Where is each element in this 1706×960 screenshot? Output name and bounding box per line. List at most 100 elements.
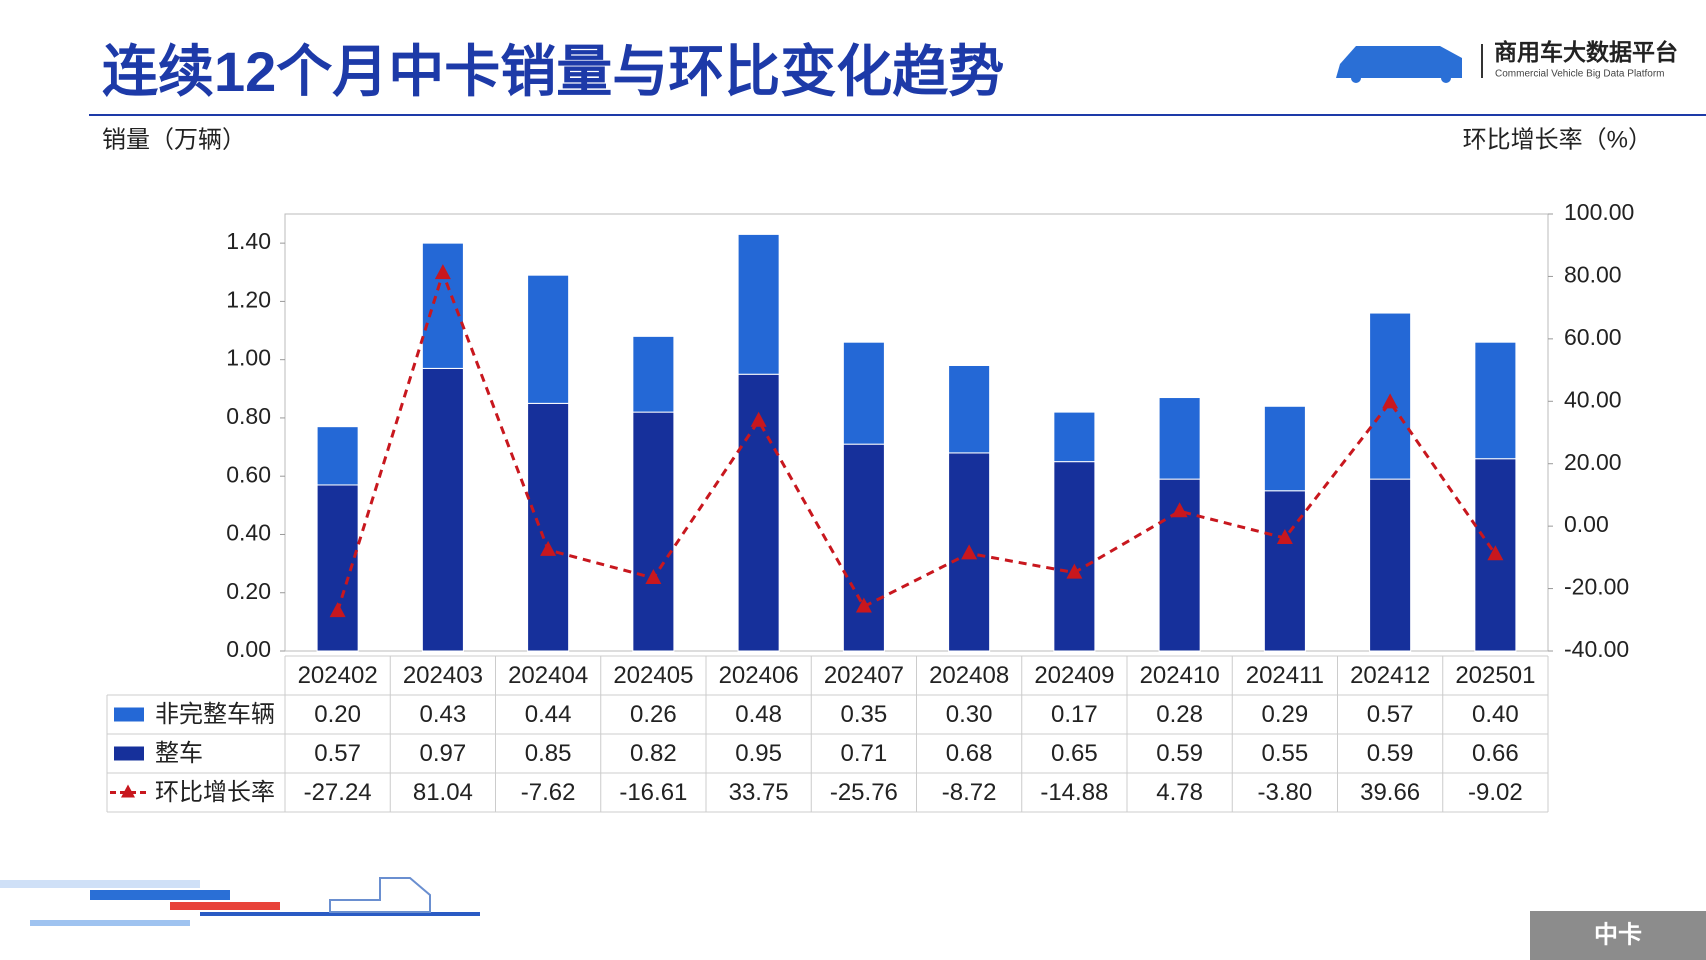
plot-border [284, 213, 1549, 652]
x-tick-label: 202403 [403, 662, 483, 689]
bar-segment [842, 341, 885, 445]
table-value: -16.61 [619, 779, 687, 806]
logo-mark [1336, 46, 1462, 78]
rate-marker [961, 544, 978, 560]
rate-marker [1066, 563, 1083, 579]
table-value: 81.04 [413, 779, 473, 806]
table-value: -25.76 [830, 779, 898, 806]
table-value: 0.35 [841, 701, 888, 728]
y2-tick-label: 20.00 [1564, 449, 1622, 475]
rate-marker [540, 540, 557, 556]
legend-key [121, 784, 135, 798]
table-value: 0.40 [1472, 701, 1519, 728]
table-value: 0.29 [1262, 701, 1309, 728]
table-value: 0.44 [525, 701, 572, 728]
table-value: 0.28 [1156, 701, 1203, 728]
rate-line [336, 268, 1497, 612]
y-tick-label: 0.80 [226, 403, 271, 429]
rate-marker [750, 411, 767, 427]
table-value: 0.43 [420, 701, 467, 728]
section-tab [1530, 911, 1706, 960]
table-value: 0.26 [630, 701, 677, 728]
x-tick-label: 202405 [613, 662, 693, 689]
logo-title: 商用车大数据平台 [1494, 39, 1678, 65]
bar-segment [1263, 490, 1306, 652]
rate-marker [855, 597, 872, 613]
y2-tick-label: -20.00 [1564, 574, 1629, 600]
table-value: 0.57 [1367, 701, 1414, 728]
y-tick-label: 0.20 [226, 578, 271, 604]
table-value: 0.66 [1472, 740, 1519, 767]
bar-segment [948, 364, 991, 454]
table-value: 0.71 [841, 740, 888, 767]
y2-axis-label: 环比增长率（%） [1463, 126, 1652, 153]
x-tick-label: 202412 [1350, 662, 1430, 689]
table-value: -7.62 [521, 779, 576, 806]
x-tick-label: 202407 [824, 662, 904, 689]
x-tick-label: 202501 [1455, 662, 1535, 689]
table-value: 0.48 [735, 701, 782, 728]
x-tick-label: 202406 [719, 662, 799, 689]
bar-segment [1158, 397, 1201, 480]
table-value: 0.59 [1367, 740, 1414, 767]
decoration [0, 877, 480, 926]
y-axis-label: 销量（万辆） [102, 126, 246, 153]
x-tick-label: 202411 [1246, 662, 1324, 689]
table-value: 0.95 [735, 740, 782, 767]
bar-segment [1053, 411, 1096, 463]
y-tick-label: 0.60 [226, 461, 271, 487]
table-value: 0.20 [314, 701, 361, 728]
bar-segment [842, 443, 885, 652]
table-value: 0.30 [946, 701, 993, 728]
table-value: 0.97 [420, 740, 467, 767]
truck-outline [329, 877, 431, 913]
table-value: 0.65 [1051, 740, 1098, 767]
y2-tick-label: 100.00 [1564, 199, 1634, 225]
x-tick-label: 202410 [1140, 662, 1220, 689]
rate-marker [434, 264, 451, 280]
bar-segment [1263, 405, 1306, 492]
table-value: 33.75 [729, 779, 789, 806]
table-value: 0.57 [314, 740, 361, 767]
bar-segment [316, 426, 359, 486]
table-value: -9.02 [1468, 779, 1523, 806]
bar-segment [527, 402, 570, 652]
table-value: 0.59 [1156, 740, 1203, 767]
legend-label: 整车 [155, 740, 203, 767]
y-tick-label: 1.20 [226, 286, 271, 312]
bar-segment [632, 411, 675, 652]
y2-tick-label: 40.00 [1564, 386, 1622, 412]
y2-tick-label: 0.00 [1564, 511, 1609, 537]
table-value: -3.80 [1258, 779, 1313, 806]
y-tick-label: 1.40 [226, 228, 271, 254]
rate-marker [1276, 529, 1293, 545]
table-value: 0.55 [1262, 740, 1309, 767]
legend-label: 非完整车辆 [155, 701, 275, 728]
bar-segment [632, 335, 675, 413]
bar-segment [1474, 341, 1517, 460]
y-tick-label: 0.40 [226, 520, 271, 546]
rate-marker [1171, 502, 1188, 518]
bar-segment [1369, 478, 1412, 652]
x-tick-label: 202402 [298, 662, 378, 689]
table-value: -14.88 [1040, 779, 1108, 806]
table-value: 39.66 [1360, 779, 1420, 806]
bar-segment [1053, 461, 1096, 652]
table-value: 0.85 [525, 740, 572, 767]
table-value: 4.78 [1156, 779, 1203, 806]
x-tick-label: 202408 [929, 662, 1009, 689]
stripe [170, 902, 280, 910]
table-value: 0.82 [630, 740, 677, 767]
rate-marker [1382, 393, 1399, 409]
rate-marker [329, 602, 346, 618]
stripe [30, 920, 190, 926]
y2-tick-label: 80.00 [1564, 262, 1622, 288]
x-tick-label: 202409 [1034, 662, 1114, 689]
logo-wheel [1441, 73, 1451, 83]
page-title: 连续12个月中卡销量与环比变化趋势 [102, 40, 1004, 103]
logo: 商用车大数据平台 Commercial Vehicle Big Data Pla… [1336, 39, 1678, 83]
y2-tick-label: -40.00 [1564, 636, 1629, 662]
bar-segment [737, 233, 780, 375]
y-tick-label: 0.00 [226, 636, 271, 662]
